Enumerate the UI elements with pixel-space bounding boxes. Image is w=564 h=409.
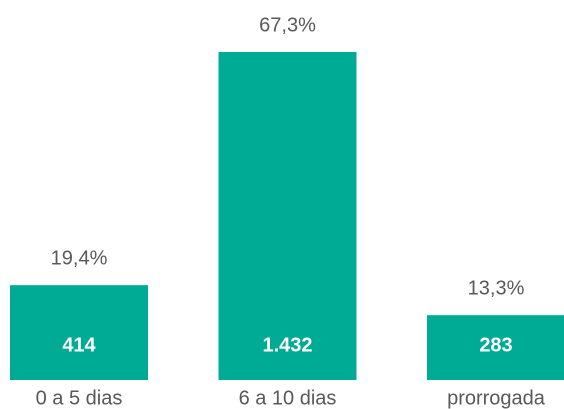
bar: [218, 52, 357, 380]
bar: [427, 315, 564, 380]
category-label: prorrogada: [447, 387, 546, 409]
category-label: 0 a 5 dias: [36, 387, 123, 409]
share-label: 67,3%: [259, 14, 316, 36]
count-label: 414: [62, 334, 96, 356]
share-label: 13,3%: [468, 277, 525, 299]
count-label: 283: [479, 334, 512, 356]
share-label: 19,4%: [51, 247, 108, 269]
count-label: 1.432: [262, 334, 312, 356]
category-label: 6 a 10 dias: [239, 387, 337, 409]
bar: [10, 285, 148, 380]
